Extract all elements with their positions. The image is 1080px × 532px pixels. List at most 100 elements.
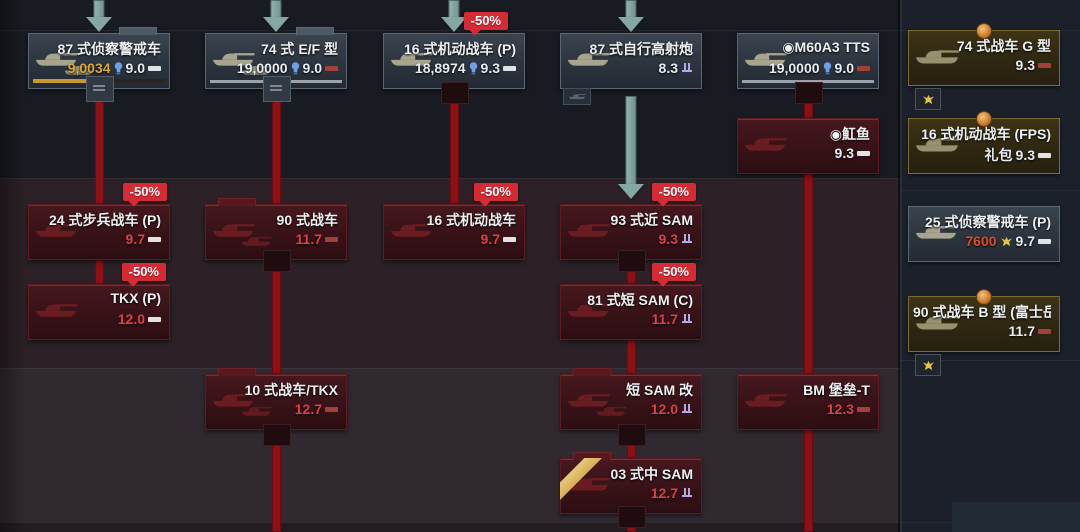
vehicle-stats: 9.3 xyxy=(565,231,693,247)
vehicle-card-tan-sam-kai[interactable]: 短 SAM 改 12.0 xyxy=(560,368,702,430)
research-points-icon xyxy=(469,62,478,75)
battle-rating: 12.0 xyxy=(650,401,678,417)
spaa-class-icon xyxy=(681,234,693,244)
row-divider xyxy=(0,368,900,369)
vehicle-stats: 11.7 xyxy=(210,231,338,247)
vehicle-class-icon xyxy=(148,236,161,242)
folder-tab xyxy=(119,27,157,35)
golden-eagle-cost: 7600 xyxy=(965,233,997,249)
vehicle-stats: 9,0034 9.0 xyxy=(33,60,161,76)
vehicle-stats: 12.7 xyxy=(210,401,338,417)
vehicle-name: 10 式战车/TKX xyxy=(244,382,338,398)
vehicle-class-icon xyxy=(325,406,338,412)
vehicle-card-stingray[interactable]: ◉魟鱼 9.3 xyxy=(737,118,879,174)
vehicle-stats: 9.7 xyxy=(388,231,516,247)
connector-line-red xyxy=(803,172,813,374)
vehicle-class-icon xyxy=(325,236,338,242)
discount-badge: -50% xyxy=(651,263,696,281)
premium-medal-icon xyxy=(976,111,992,127)
vehicle-card-type25-recon[interactable]: 25 式侦察警戒车 (P) 7600 9.7 xyxy=(908,206,1060,262)
pack-label: 礼包 xyxy=(984,147,1013,163)
connector-notch xyxy=(263,250,291,272)
battle-rating: 9.0 xyxy=(302,60,322,76)
discount-badge: -50% xyxy=(473,183,518,201)
vehicle-name: 81 式短 SAM (C) xyxy=(587,292,693,308)
battle-rating: 11.7 xyxy=(651,311,678,327)
left-edge-shade xyxy=(0,0,26,532)
vehicle-class-icon xyxy=(1038,238,1051,244)
vehicle-name: TKX (P) xyxy=(110,290,161,306)
connector-line-red xyxy=(94,96,104,204)
vehicle-card-bm-fortress[interactable]: BM 堡垒-T 12.3 xyxy=(737,374,879,430)
vehicle-stats: 11.7 xyxy=(565,311,693,327)
discount-badge: -50% xyxy=(121,263,166,281)
connector-notch xyxy=(618,424,646,446)
discount-badge: -50% xyxy=(651,183,696,201)
vehicle-class-icon xyxy=(148,65,161,71)
vehicle-name: 74 式战车 G 型 xyxy=(956,38,1051,54)
vehicle-class-icon xyxy=(857,150,870,156)
research-points-icon xyxy=(823,62,832,75)
vehicle-stats: 9.7 xyxy=(33,231,161,247)
battle-rating: 9.7 xyxy=(480,231,500,247)
research-points-icon xyxy=(291,62,300,75)
vehicle-name: 90 式战车 B 型 (富士岳) xyxy=(913,304,1051,320)
vehicle-stats: 12.7 xyxy=(565,485,693,501)
vehicle-name: 90 式战车 xyxy=(276,212,338,228)
battle-rating: 11.7 xyxy=(1008,323,1035,339)
vehicle-class-icon xyxy=(1038,152,1051,158)
vehicle-class-icon xyxy=(148,316,161,322)
premium-medal-icon xyxy=(976,23,992,39)
folder-tab xyxy=(218,368,256,376)
vehicle-card-type10-tkx[interactable]: 10 式战车/TKX 12.7 xyxy=(205,368,347,430)
battle-rating: 9.3 xyxy=(1015,147,1035,163)
vehicle-card-type74-ef[interactable]: 74 式 E/F 型 19,0000 9.0 xyxy=(205,27,347,89)
premium-medal-icon xyxy=(976,289,992,305)
vehicle-card-type16-fps-premium[interactable]: 16 式机动战车 (FPS) 礼包 9.3 xyxy=(908,111,1060,174)
vehicle-name: 16 式机动战车 xyxy=(426,212,516,228)
row-divider xyxy=(900,360,1080,361)
golden-eagle-badge xyxy=(915,88,941,110)
vehicle-stats: 12.0 xyxy=(33,311,161,327)
discount-badge: -50% xyxy=(463,12,508,30)
golden-eagle-icon xyxy=(1000,236,1013,247)
battle-rating: 9.3 xyxy=(658,231,678,247)
connector-notch xyxy=(86,76,114,102)
battle-rating: 12.0 xyxy=(117,311,145,327)
modification-badge xyxy=(563,88,591,105)
folder-tab xyxy=(218,198,256,206)
connector-notch xyxy=(263,424,291,446)
bottom-edge-shade xyxy=(0,523,900,532)
vehicle-stats: 12.0 xyxy=(565,401,693,417)
vehicle-card-type81-sam[interactable]: -50% 81 式短 SAM (C) 11.7 xyxy=(560,263,702,340)
connector-line-red xyxy=(271,88,281,204)
vehicle-card-type16[interactable]: -50% 16 式机动战车 9.7 xyxy=(383,183,525,260)
next-card-edge xyxy=(952,502,1080,532)
battle-rating: 9.0 xyxy=(834,60,854,76)
vehicle-card-type03-sam[interactable]: 03 式中 SAM 12.7 xyxy=(560,452,702,514)
connector-notch xyxy=(263,76,291,102)
connector-line-red xyxy=(94,260,104,284)
vehicle-card-tkx-p[interactable]: -50% TKX (P) 12.0 xyxy=(28,263,170,340)
research-cost: 19,0000 xyxy=(236,60,288,76)
vehicle-stats: 8.3 xyxy=(565,60,693,76)
vehicle-stats: 7600 9.7 xyxy=(913,233,1051,249)
vehicle-card-type24-ifv[interactable]: -50% 24 式步兵战车 (P) 9.7 xyxy=(28,183,170,260)
battle-rating: 9.0 xyxy=(125,60,145,76)
vehicle-class-icon xyxy=(1038,328,1051,334)
research-cost: 19,0000 xyxy=(768,60,820,76)
spaa-class-icon xyxy=(681,63,693,73)
vehicle-card-m60a3-tts[interactable]: ◉M60A3 TTS 19,0000 9.0 xyxy=(737,33,879,89)
connector-notch xyxy=(618,506,646,528)
connector-notch xyxy=(795,82,823,104)
vehicle-card-type90b-fuji-premium[interactable]: 90 式战车 B 型 (富士岳) 11.7 xyxy=(908,289,1060,376)
spaa-class-icon xyxy=(681,488,693,498)
golden-eagle-badge xyxy=(915,354,941,376)
discount-badge: -50% xyxy=(122,183,167,201)
vehicle-card-type74g-premium[interactable]: 74 式战车 G 型 9.3 xyxy=(908,23,1060,110)
vehicle-card-type87-spaa[interactable]: 87 式自行高射炮 8.3 xyxy=(560,33,702,105)
vehicle-card-type16-p[interactable]: -50% 16 式机动战车 (P) 18,8974 9.3 xyxy=(383,12,525,89)
vehicle-class-icon xyxy=(503,65,516,71)
vehicle-name: 87 式自行高射炮 xyxy=(589,41,693,57)
vehicle-name: 87 式侦察警戒车 xyxy=(57,41,161,57)
